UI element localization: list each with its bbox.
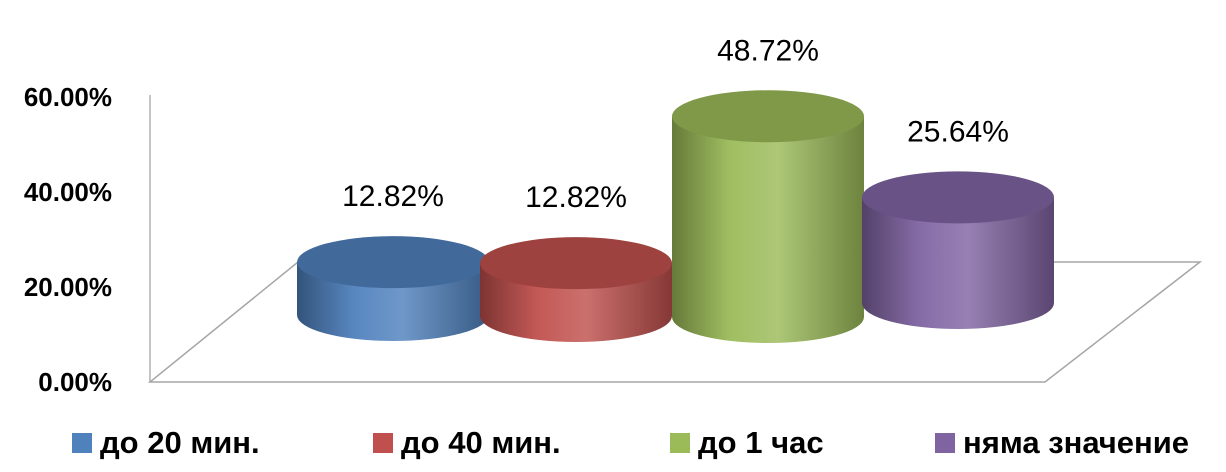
bar-top [862,171,1054,224]
data-label: 12.82% [525,181,627,214]
bar-body [862,197,1054,329]
legend-label: няма значение [963,425,1190,460]
bar [862,171,1054,329]
y-tick-labels: 0.00% 20.00% 40.00% 60.00% [24,82,112,397]
chart-walls [147,95,1203,383]
bars [297,90,1054,344]
y-tick-label: 20.00% [24,272,112,302]
legend-item: до 1 час [670,418,824,468]
legend-item: до 20 мин. [72,418,260,468]
legend-label: до 20 мин. [100,425,260,460]
data-labels: 12.82% 12.82% 48.72% 25.64% [342,34,1009,214]
bar-top [672,90,864,143]
legend-item: до 40 мин. [373,418,561,468]
bar-body [672,116,864,344]
bar [672,90,864,344]
y-tick-label: 0.00% [38,367,112,397]
legend-swatch [72,433,92,453]
legend-label: до 1 час [698,425,824,460]
bar-top [480,237,672,290]
bar [297,236,489,341]
legend-item: няма значение [935,418,1189,468]
legend: до 20 мин. до 40 мин. до 1 час няма значени… [0,418,1226,468]
legend-label: до 40 мин. [401,425,561,460]
y-tick-label: 60.00% [24,82,112,112]
legend-swatch [935,433,955,453]
data-label: 12.82% [342,180,444,213]
bar-top [297,236,489,289]
bar [480,237,672,342]
legend-swatch [373,433,393,453]
y-tick-label: 40.00% [24,177,112,207]
data-label: 25.64% [907,115,1009,148]
floor-plane [147,261,1203,383]
data-label: 48.72% [717,34,819,67]
legend-swatch [670,433,690,453]
